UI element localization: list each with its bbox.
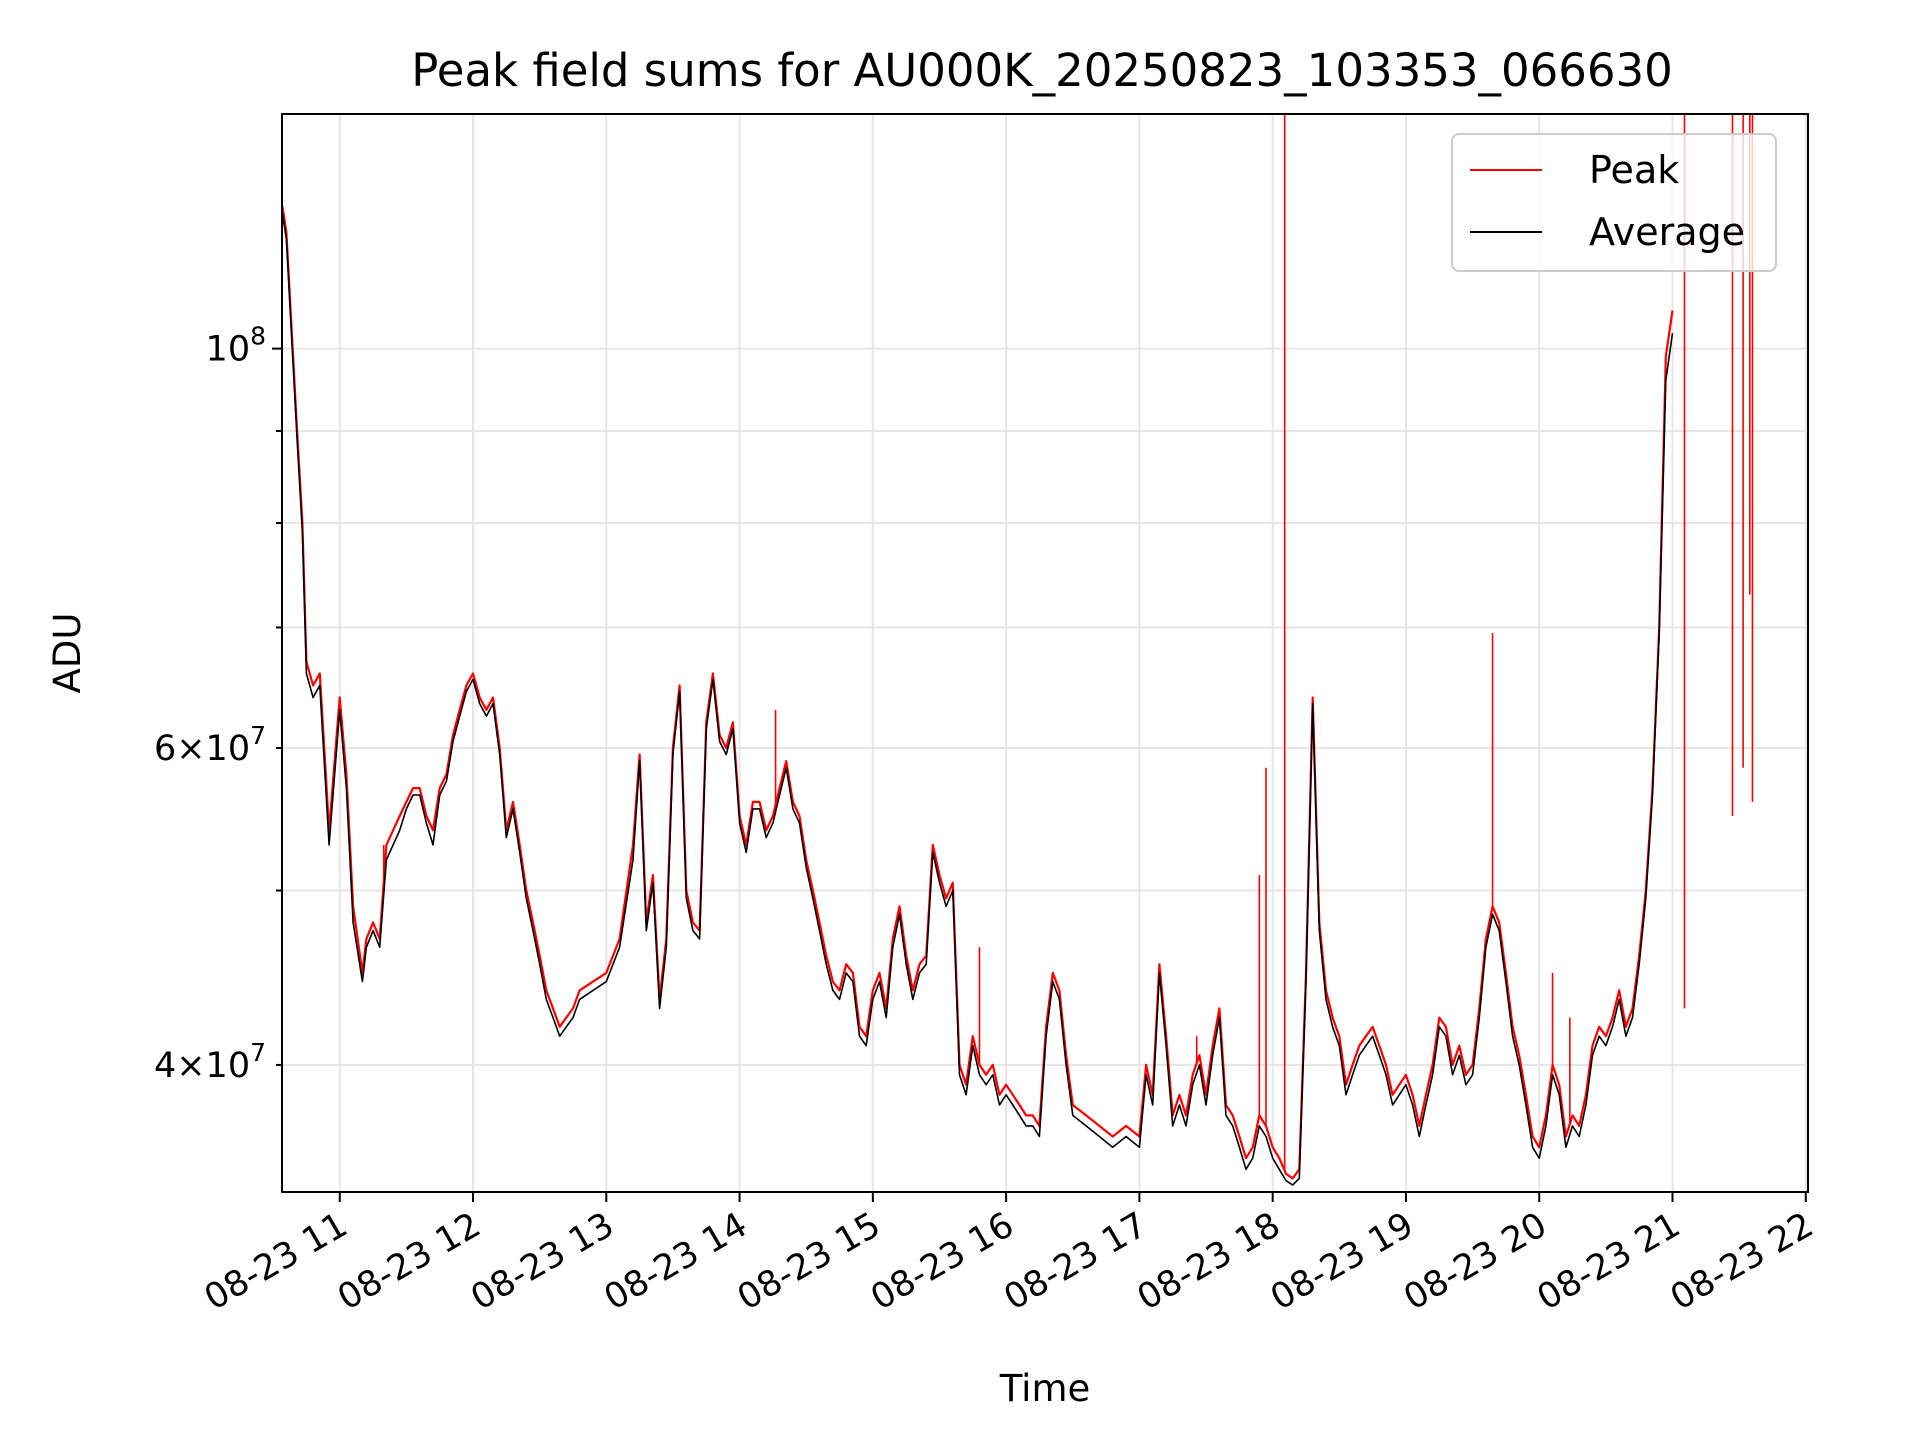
x-axis-label: Time (999, 1367, 1091, 1410)
legend: Peak Average (1451, 133, 1777, 272)
series-line-average (282, 212, 1674, 1186)
y-axis-label: ADU (46, 613, 89, 694)
legend-label-average: Average (1589, 210, 1745, 254)
chart-title: Peak field sums for AU000K_20250823_1033… (411, 44, 1673, 97)
series-average (282, 212, 1674, 1186)
legend-label-peak: Peak (1589, 148, 1679, 192)
plot-area-frame (281, 113, 1809, 1193)
y-tick-label: 4×107 (154, 1038, 266, 1086)
legend-box (1451, 133, 1777, 272)
series-line-peak (282, 205, 1674, 1180)
grid-lines (282, 114, 1808, 1192)
y-tick-label: 6×107 (154, 721, 266, 769)
